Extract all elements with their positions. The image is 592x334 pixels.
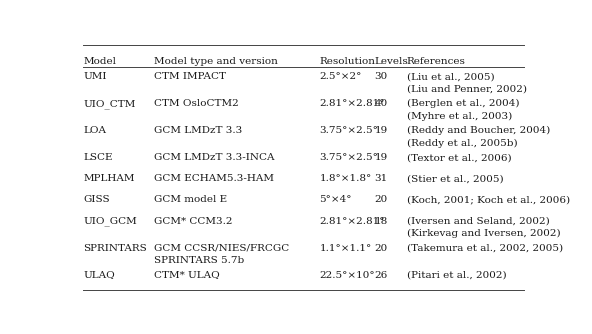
Text: Resolution: Resolution [320,57,375,66]
Text: 2.5°×2°: 2.5°×2° [320,72,362,81]
Text: (Berglen et al., 2004)
(Myhre et al., 2003): (Berglen et al., 2004) (Myhre et al., 20… [407,99,519,121]
Text: 20: 20 [375,195,388,204]
Text: GCM ECHAM5.3-HAM: GCM ECHAM5.3-HAM [155,174,274,183]
Text: 22.5°×10°: 22.5°×10° [320,271,375,280]
Text: CTM* ULAQ: CTM* ULAQ [155,271,220,280]
Text: UIO_CTM: UIO_CTM [83,99,136,109]
Text: 19: 19 [375,126,388,135]
Text: Model type and version: Model type and version [155,57,278,66]
Text: Model: Model [83,57,116,66]
Text: 20: 20 [375,243,388,253]
Text: 1.8°×1.8°: 1.8°×1.8° [320,174,372,183]
Text: References: References [407,57,465,66]
Text: 19: 19 [375,153,388,162]
Text: MPLHAM: MPLHAM [83,174,134,183]
Text: GCM LMDzT 3.3: GCM LMDzT 3.3 [155,126,243,135]
Text: 3.75°×2.5°: 3.75°×2.5° [320,153,378,162]
Text: (Liu et al., 2005)
(Liu and Penner, 2002): (Liu et al., 2005) (Liu and Penner, 2002… [407,72,527,94]
Text: 26: 26 [375,271,388,280]
Text: Levels: Levels [375,57,408,66]
Text: GCM CCSR/NIES/FRCGC
SPRINTARS 5.7b: GCM CCSR/NIES/FRCGC SPRINTARS 5.7b [155,243,289,265]
Text: (Pitari et al., 2002): (Pitari et al., 2002) [407,271,506,280]
Text: GCM* CCM3.2: GCM* CCM3.2 [155,216,233,225]
Text: 2.81°×2.81°: 2.81°×2.81° [320,99,385,108]
Text: (Stier et al., 2005): (Stier et al., 2005) [407,174,503,183]
Text: ULAQ: ULAQ [83,271,115,280]
Text: (Reddy and Boucher, 2004)
(Reddy et al., 2005b): (Reddy and Boucher, 2004) (Reddy et al.,… [407,126,550,148]
Text: LSCE: LSCE [83,153,112,162]
Text: 5°×4°: 5°×4° [320,195,352,204]
Text: (Textor et al., 2006): (Textor et al., 2006) [407,153,511,162]
Text: (Iversen and Seland, 2002)
(Kirkevag and Iversen, 2002): (Iversen and Seland, 2002) (Kirkevag and… [407,216,560,238]
Text: GISS: GISS [83,195,110,204]
Text: 3.75°×2.5°: 3.75°×2.5° [320,126,378,135]
Text: 30: 30 [375,72,388,81]
Text: GCM model E: GCM model E [155,195,227,204]
Text: (Takemura et al., 2002, 2005): (Takemura et al., 2002, 2005) [407,243,563,253]
Text: CTM IMPACT: CTM IMPACT [155,72,226,81]
Text: UMI: UMI [83,72,107,81]
Text: 40: 40 [375,99,388,108]
Text: GCM LMDzT 3.3-INCA: GCM LMDzT 3.3-INCA [155,153,275,162]
Text: 31: 31 [375,174,388,183]
Text: UIO_GCM: UIO_GCM [83,216,137,226]
Text: 1.1°×1.1°: 1.1°×1.1° [320,243,372,253]
Text: 18: 18 [375,216,388,225]
Text: LOA: LOA [83,126,106,135]
Text: 2.81°×2.81°: 2.81°×2.81° [320,216,385,225]
Text: (Koch, 2001; Koch et al., 2006): (Koch, 2001; Koch et al., 2006) [407,195,570,204]
Text: SPRINTARS: SPRINTARS [83,243,147,253]
Text: CTM OsloCTM2: CTM OsloCTM2 [155,99,239,108]
